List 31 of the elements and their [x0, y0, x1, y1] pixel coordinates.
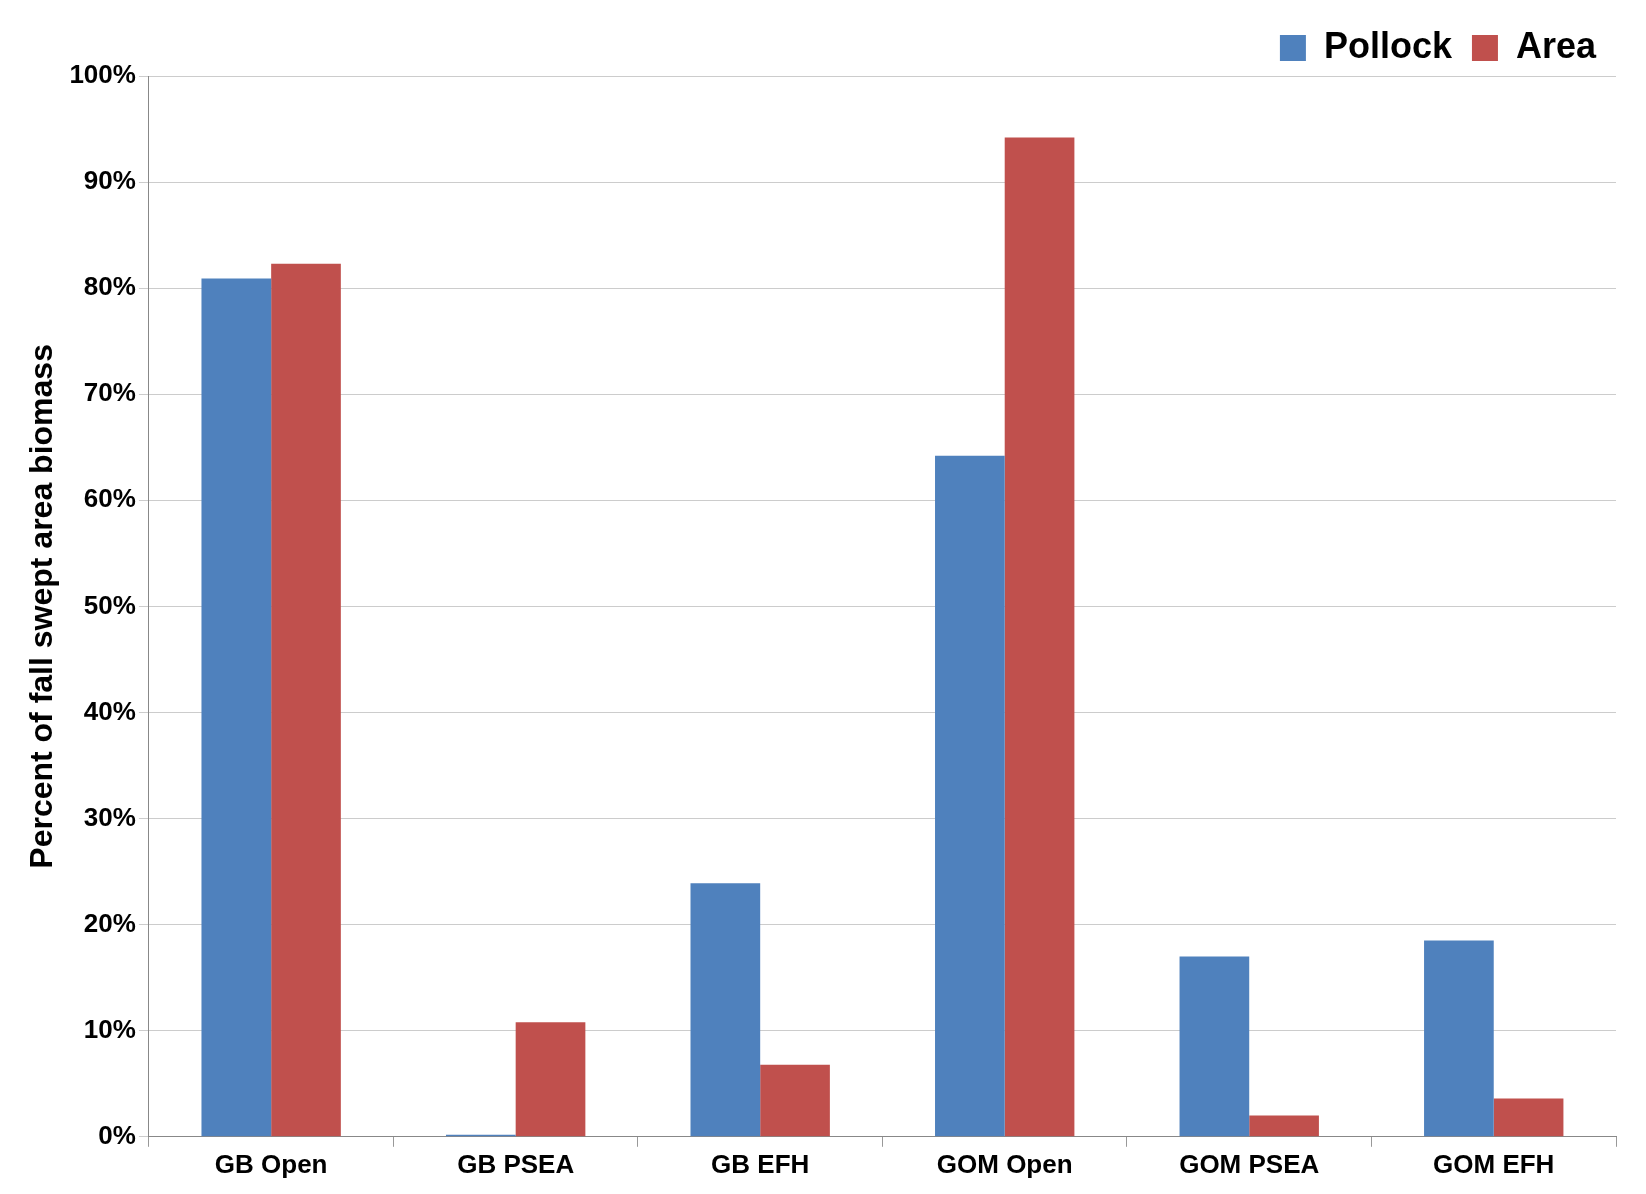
legend-label: Area [1515, 24, 1597, 66]
y-tick-label: 60% [83, 483, 136, 514]
y-tick-label: 80% [83, 271, 136, 302]
y-tick-label: 10% [83, 1013, 136, 1044]
bar [271, 263, 341, 1137]
bar [515, 1022, 586, 1137]
x-tick-label: GOM PSEA [1179, 1148, 1320, 1179]
y-tick-label: 30% [83, 801, 136, 832]
x-tick-label: GOM Open [936, 1148, 1073, 1179]
bar [201, 278, 272, 1137]
legend-label: Pollock [1323, 24, 1453, 66]
bar [1004, 137, 1075, 1137]
y-tick-label: 50% [83, 589, 136, 620]
bar [935, 455, 1005, 1137]
y-tick-label: 20% [83, 907, 136, 938]
y-tick-label: 0% [98, 1119, 136, 1150]
y-tick-label: 40% [83, 695, 136, 726]
x-tick-label: GB Open [214, 1148, 328, 1179]
y-tick-label: 90% [83, 165, 136, 196]
bar [1179, 956, 1250, 1137]
x-tick-label: GOM EFH [1433, 1148, 1555, 1179]
bar [690, 883, 761, 1137]
x-tick-label: GB PSEA [457, 1148, 575, 1179]
bar [1424, 940, 1494, 1137]
bar [1249, 1115, 1319, 1137]
bar [1493, 1098, 1564, 1137]
y-tick-label: 100% [69, 59, 136, 90]
x-tick-label: GB EFH [711, 1148, 810, 1179]
y-tick-label: 70% [83, 377, 136, 408]
bar [760, 1064, 830, 1137]
y-axis-title: Percent of fall swept area biomass [23, 344, 60, 869]
